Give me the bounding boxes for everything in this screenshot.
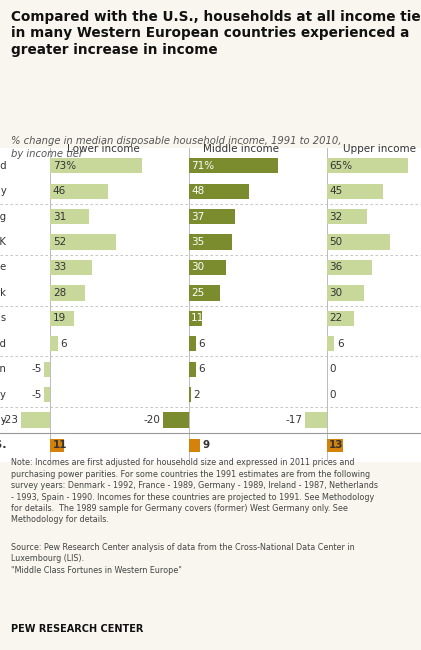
- Text: 13: 13: [329, 441, 344, 450]
- Text: 2: 2: [194, 389, 200, 400]
- Text: Germany: Germany: [0, 389, 6, 400]
- Text: Upper income: Upper income: [343, 144, 416, 154]
- Text: 25: 25: [191, 288, 204, 298]
- Text: Lower income: Lower income: [67, 144, 139, 154]
- Text: 30: 30: [191, 263, 204, 272]
- Text: 19: 19: [53, 313, 66, 323]
- Bar: [189, 336, 196, 352]
- Text: 0: 0: [329, 389, 336, 400]
- Text: Finland: Finland: [0, 339, 6, 349]
- Text: 46: 46: [53, 186, 66, 196]
- Text: 6: 6: [199, 364, 205, 374]
- Text: Netherlands: Netherlands: [0, 313, 6, 323]
- Bar: [50, 260, 92, 275]
- Text: Compared with the U.S., households at all income tiers
in many Western European : Compared with the U.S., households at al…: [11, 10, 421, 57]
- Text: 45: 45: [329, 186, 343, 196]
- Text: -5: -5: [31, 389, 42, 400]
- Text: 22: 22: [329, 313, 343, 323]
- Bar: [305, 412, 327, 428]
- Bar: [50, 439, 64, 452]
- Bar: [50, 235, 116, 250]
- Text: 11: 11: [191, 313, 204, 323]
- Bar: [189, 285, 220, 300]
- Bar: [327, 336, 334, 352]
- Text: % change in median disposable household income, 1991 to 2010,
by income tier: % change in median disposable household …: [11, 136, 341, 159]
- Text: Luxembourg: Luxembourg: [0, 212, 6, 222]
- Text: 73%: 73%: [53, 161, 76, 171]
- Text: 32: 32: [329, 212, 343, 222]
- Bar: [50, 336, 58, 352]
- Text: -20: -20: [144, 415, 161, 425]
- Text: 36: 36: [329, 263, 343, 272]
- Text: Spain: Spain: [0, 364, 6, 374]
- Bar: [327, 439, 343, 452]
- Text: 28: 28: [53, 288, 66, 298]
- Bar: [189, 209, 235, 224]
- Text: 0: 0: [329, 364, 336, 374]
- Bar: [189, 158, 278, 174]
- Text: 6: 6: [337, 339, 344, 349]
- Bar: [327, 183, 383, 199]
- Bar: [21, 412, 50, 428]
- Bar: [327, 158, 408, 174]
- Text: 35: 35: [191, 237, 204, 247]
- Text: 31: 31: [53, 212, 66, 222]
- Bar: [44, 387, 50, 402]
- Text: France: France: [0, 263, 6, 272]
- Text: 71%: 71%: [191, 161, 214, 171]
- Text: UK: UK: [0, 237, 6, 247]
- Text: Note: Incomes are first adjusted for household size and expressed in 2011 prices: Note: Incomes are first adjusted for hou…: [11, 458, 378, 525]
- Bar: [327, 235, 389, 250]
- Bar: [50, 158, 142, 174]
- Text: U.S.: U.S.: [0, 441, 6, 450]
- Bar: [189, 439, 200, 452]
- Text: 48: 48: [191, 186, 204, 196]
- Text: 11: 11: [53, 441, 67, 450]
- Text: 65%: 65%: [329, 161, 352, 171]
- Text: Denmark: Denmark: [0, 288, 6, 298]
- Bar: [189, 260, 226, 275]
- Text: -23: -23: [2, 415, 19, 425]
- Bar: [163, 412, 189, 428]
- Bar: [189, 235, 232, 250]
- Bar: [50, 285, 85, 300]
- Text: Ireland: Ireland: [0, 161, 6, 171]
- Bar: [327, 209, 367, 224]
- Bar: [50, 209, 89, 224]
- Text: -17: -17: [286, 415, 303, 425]
- Text: Norway: Norway: [0, 186, 6, 196]
- Text: -5: -5: [31, 364, 42, 374]
- Text: Italy: Italy: [0, 415, 6, 425]
- Text: PEW RESEARCH CENTER: PEW RESEARCH CENTER: [11, 624, 143, 634]
- Text: 52: 52: [53, 237, 66, 247]
- Bar: [50, 183, 108, 199]
- Bar: [44, 361, 50, 377]
- Text: Middle income: Middle income: [203, 144, 279, 154]
- Bar: [327, 311, 354, 326]
- Text: 30: 30: [329, 288, 342, 298]
- Text: 6: 6: [60, 339, 67, 349]
- Text: 50: 50: [329, 237, 342, 247]
- Bar: [189, 311, 203, 326]
- Text: Source: Pew Research Center analysis of data from the Cross-National Data Center: Source: Pew Research Center analysis of …: [11, 543, 354, 575]
- Text: 9: 9: [203, 441, 210, 450]
- Bar: [327, 285, 365, 300]
- Bar: [189, 361, 196, 377]
- Bar: [50, 311, 74, 326]
- Text: 37: 37: [191, 212, 204, 222]
- Text: 6: 6: [199, 339, 205, 349]
- Bar: [327, 260, 372, 275]
- Bar: [189, 387, 191, 402]
- Bar: [189, 183, 249, 199]
- Text: 33: 33: [53, 263, 66, 272]
